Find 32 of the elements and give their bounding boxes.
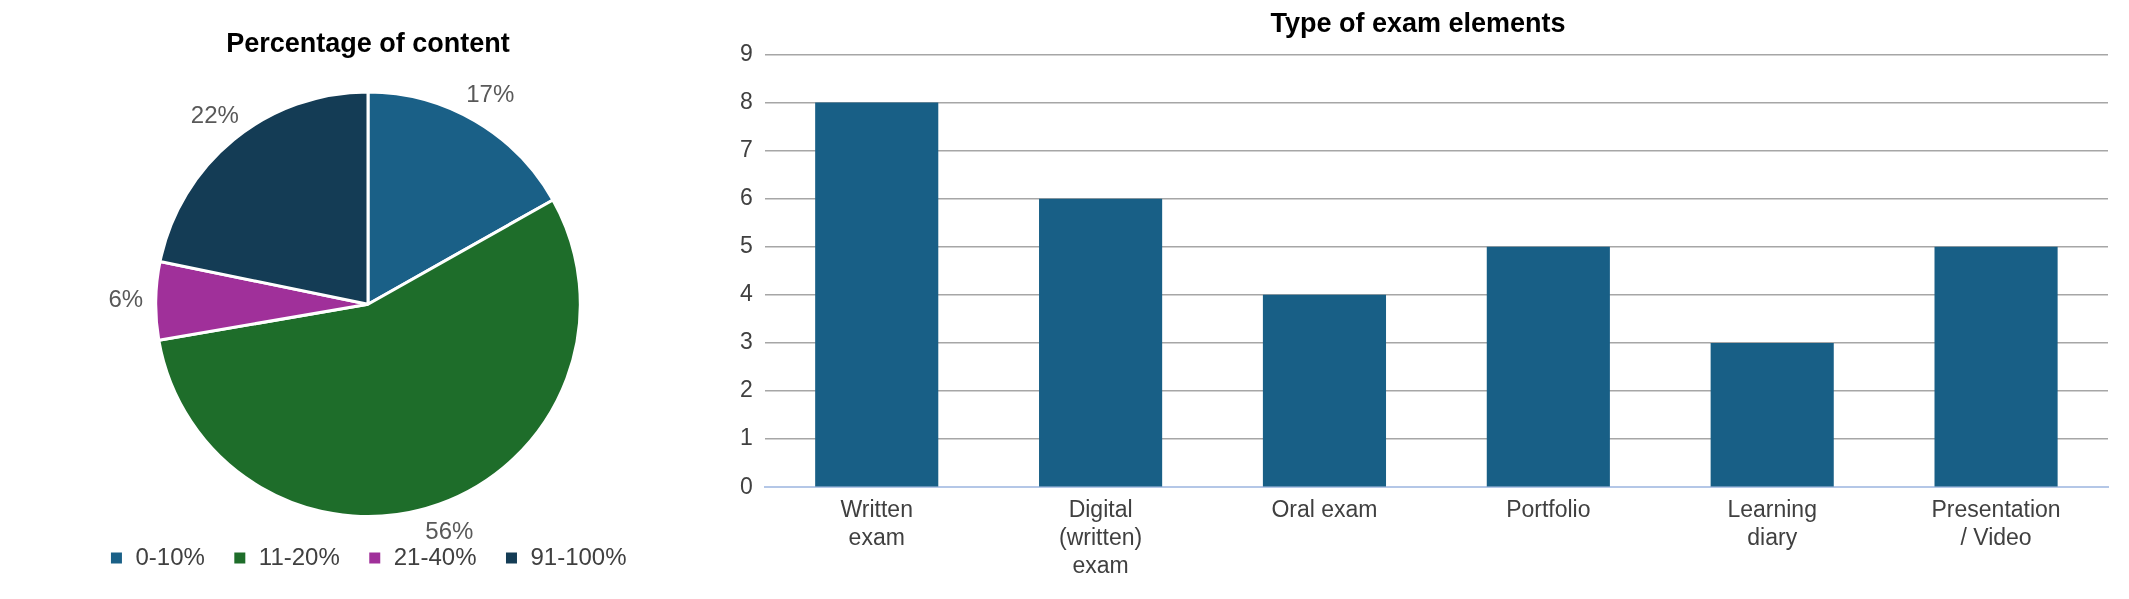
bar	[1934, 246, 2058, 487]
chart-title: Percentage of content	[226, 27, 510, 58]
data-label: 6%	[108, 285, 144, 313]
y-tick-label: 3	[739, 328, 753, 355]
legend-label: 21-40%	[393, 542, 477, 570]
legend-label: 11-20%	[258, 542, 340, 570]
y-tick-label: 7	[739, 135, 753, 162]
chart-title: Type of exam elements	[1270, 7, 1566, 38]
x-tick-label: Oral exam	[1271, 496, 1378, 523]
bar	[1486, 246, 1610, 487]
x-tick-label: Presentation / Video	[1931, 496, 2061, 550]
bar	[1262, 294, 1387, 487]
y-tick-label: 0	[739, 472, 753, 499]
y-tick-label: 6	[739, 184, 753, 211]
legend-label: 91-100%	[530, 542, 627, 570]
bar	[815, 102, 939, 487]
y-tick-label: 8	[739, 87, 753, 114]
data-label: 17%	[466, 79, 515, 107]
data-label: 56%	[425, 517, 474, 545]
bar	[1039, 198, 1163, 487]
x-tick-label: Digital (written) exam	[1059, 496, 1143, 578]
data-label: 22%	[190, 101, 239, 129]
x-tick-label: Learning diary	[1727, 496, 1817, 550]
legend-label: 0-10%	[135, 542, 205, 570]
y-tick-label: 2	[739, 376, 753, 403]
y-tick-label: 1	[739, 424, 753, 451]
x-tick-label: Written exam	[840, 496, 913, 550]
y-tick-label: 4	[739, 280, 753, 307]
y-tick-label: 9	[739, 39, 753, 66]
bar	[1710, 342, 1834, 487]
y-tick-label: 5	[739, 232, 753, 259]
x-tick-label: Portfolio	[1506, 496, 1591, 523]
